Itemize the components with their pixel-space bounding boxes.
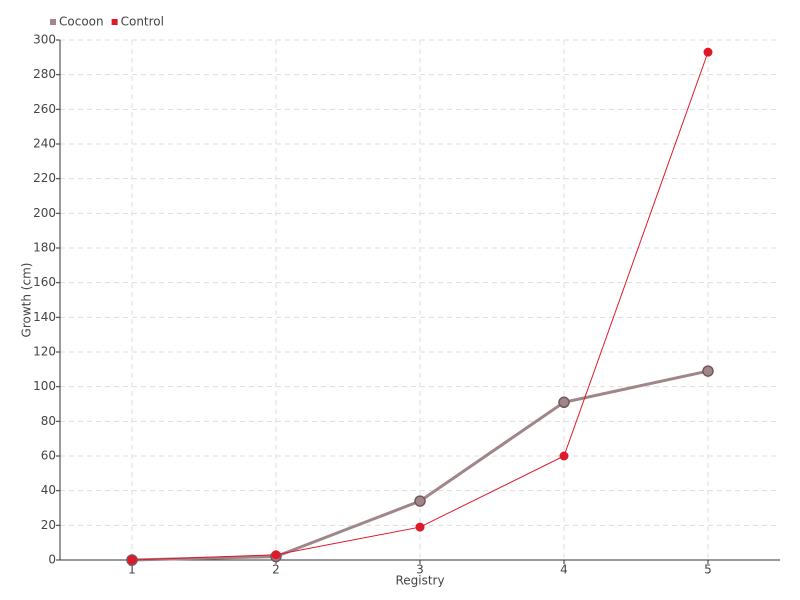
y-tick-label: 220 <box>33 171 56 185</box>
y-tick-label: 120 <box>33 345 56 359</box>
y-tick-label: 0 <box>48 553 56 567</box>
legend-swatch <box>50 19 56 25</box>
x-tick-label: 3 <box>416 563 424 577</box>
y-tick-label: 300 <box>33 33 56 47</box>
x-tick-label: 2 <box>272 563 280 577</box>
point <box>415 522 425 532</box>
x-tick-label: 1 <box>128 563 136 577</box>
y-tick-label: 260 <box>33 102 56 116</box>
y-tick-label: 20 <box>41 518 56 532</box>
legend-label: Control <box>121 15 164 29</box>
y-tick-label: 80 <box>41 414 56 428</box>
y-tick-label: 160 <box>33 275 56 289</box>
point <box>703 47 713 57</box>
x-tick-label: 4 <box>560 563 568 577</box>
y-tick-label: 40 <box>41 483 56 497</box>
y-tick-label: 60 <box>41 449 56 463</box>
y-tick-label: 240 <box>33 137 56 151</box>
y-axis-label: Growth (cm) <box>20 263 34 338</box>
point <box>559 451 569 461</box>
grid <box>60 39 780 561</box>
legend-label: Cocoon <box>59 15 104 29</box>
y-tick-label: 180 <box>33 241 56 255</box>
point <box>702 365 714 377</box>
legend-swatch <box>111 19 118 25</box>
point <box>127 555 137 565</box>
point <box>271 550 281 560</box>
y-tick-label: 280 <box>33 67 56 81</box>
y-tick-label: 100 <box>33 379 56 393</box>
y-tick-label: 140 <box>33 310 56 324</box>
y-tick-label: 200 <box>33 206 56 220</box>
x-tick-label: 5 <box>704 563 712 577</box>
x-axis-label: Registry <box>395 574 444 588</box>
point <box>414 495 426 507</box>
point <box>558 396 570 409</box>
